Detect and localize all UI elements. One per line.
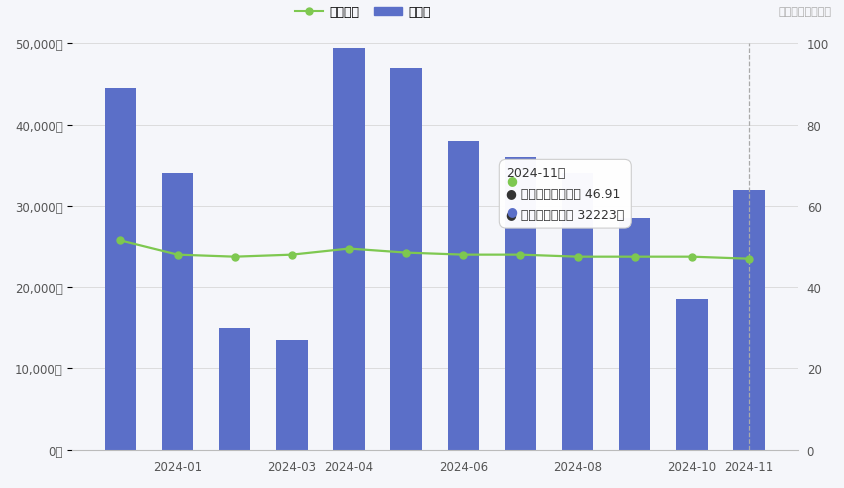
Bar	[733, 190, 765, 449]
Bar	[276, 340, 307, 449]
Bar	[619, 219, 651, 449]
Bar	[105, 89, 136, 449]
Bar	[391, 69, 422, 449]
Text: ●: ●	[506, 205, 517, 218]
Bar	[219, 328, 251, 449]
Bar	[505, 158, 536, 449]
Bar	[562, 174, 593, 449]
Bar	[447, 142, 479, 449]
Text: ●: ●	[506, 174, 517, 187]
Legend: 需求指数, 需求量: 需求指数, 需求量	[290, 1, 436, 24]
Bar	[676, 300, 707, 449]
Bar	[162, 174, 193, 449]
Text: 数据来源于锂小二: 数据来源于锂小二	[778, 7, 831, 17]
Bar	[333, 48, 365, 449]
Text: 2024-11月
● 需求指数月均値： 46.91
● 需求量月均値： 32223吨: 2024-11月 ● 需求指数月均値： 46.91 ● 需求量月均値： 3222…	[506, 167, 625, 222]
